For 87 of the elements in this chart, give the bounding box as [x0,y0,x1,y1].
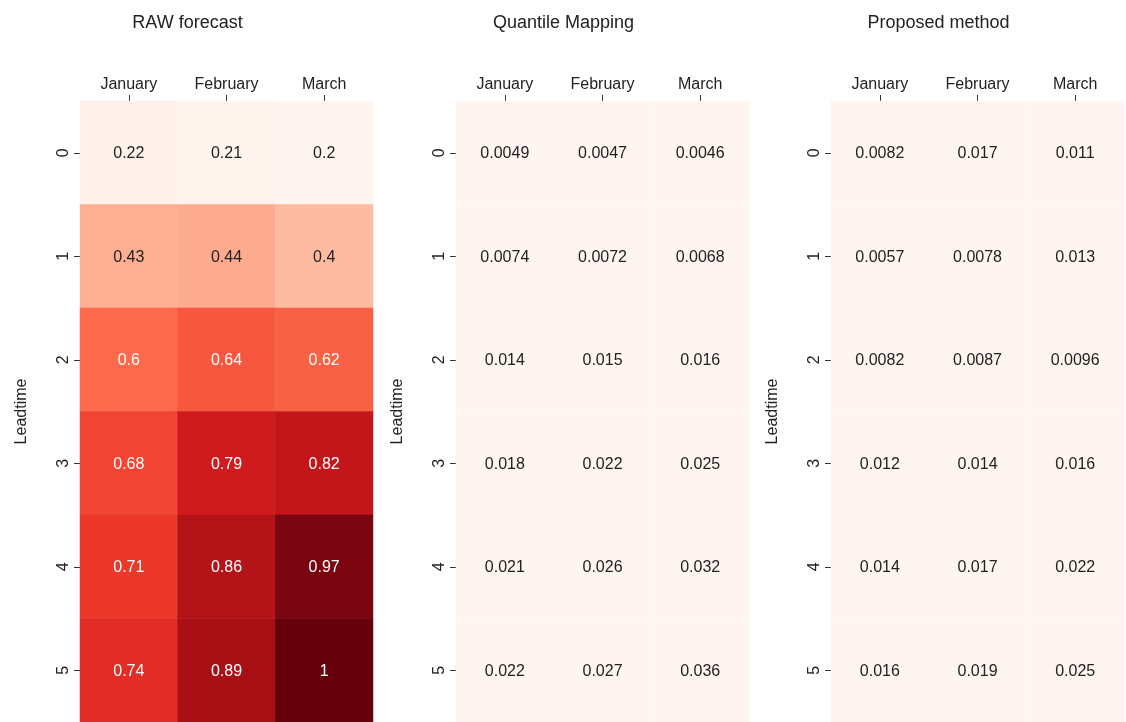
y-tick-label: 5 [429,665,446,675]
y-axis-title: Leadtime [762,378,780,445]
data-label: 0.025 [1055,661,1096,679]
data-label: 0.0082 [855,351,905,369]
data-label: 0.97 [308,558,340,576]
y-axis-title: Leadtime [387,378,404,445]
y-tick-label: 0 [804,148,822,158]
x-tick-label: January [851,74,909,92]
y-tick-label: 3 [429,458,446,468]
y-tick-label: 4 [429,562,446,572]
y-tick-label: 3 [804,458,822,468]
data-label: 0.015 [581,351,623,369]
data-label: 0.014 [957,454,998,472]
data-label: 0.022 [484,661,525,679]
data-label: 0.0087 [953,351,1003,369]
data-label: 0.0078 [953,247,1003,265]
data-label: 0.4 [313,247,336,265]
data-label: 0.017 [957,144,998,162]
y-tick-label: 2 [804,355,822,365]
data-label: 0.012 [859,454,900,472]
data-label: 0.71 [113,558,145,576]
data-label: 0.0047 [577,144,627,162]
chart-title: Proposed method [867,12,1010,32]
y-tick-label: 2 [429,355,446,365]
y-tick-label: 0 [53,148,71,158]
data-label: 0.016 [679,351,720,369]
data-label: 0.036 [679,661,720,679]
data-label: 0.018 [484,454,525,472]
x-tick-label: January [475,74,533,92]
chart-title: Quantile Mapping [492,12,634,32]
data-label: 0.22 [113,144,145,162]
data-label: 0.0082 [855,144,905,162]
y-tick-label: 4 [53,562,71,572]
data-label: 0.022 [1055,558,1096,576]
data-label: 0.0068 [675,247,725,265]
data-label: 0.032 [679,558,720,576]
y-tick-label: 4 [804,562,822,572]
y-axis-title: Leadtime [11,378,29,445]
data-label: 0.2 [313,144,336,162]
data-label: 0.82 [308,454,340,472]
x-tick-label: February [945,74,1010,92]
y-tick-label: 0 [429,148,446,158]
data-label: 0.019 [957,661,998,679]
y-tick-label: 1 [429,251,446,261]
data-label: 0.43 [113,247,145,265]
data-label: 0.026 [581,558,623,576]
data-label: 0.022 [581,454,623,472]
data-label: 0.62 [308,351,340,369]
data-label: 0.014 [484,351,525,369]
data-label: 0.6 [117,351,141,369]
chart-title: RAW forecast [132,12,243,32]
y-tick-label: 1 [53,251,71,261]
data-label: 0.013 [1055,247,1096,265]
x-tick-label: March [677,74,722,92]
data-label: 0.025 [679,454,720,472]
data-label: 0.016 [859,661,900,679]
y-tick-label: 2 [53,355,71,365]
data-label: 0.64 [210,351,243,369]
data-label: 0.016 [1055,454,1096,472]
data-label: 0.0057 [855,247,905,265]
x-tick-label: January [100,74,158,92]
data-label: 0.0096 [1050,351,1100,369]
data-label: 0.014 [859,558,900,576]
data-label: 0.0072 [577,247,627,265]
x-tick-label: March [1052,74,1098,92]
data-label: 0.0074 [479,247,529,265]
y-tick-label: 3 [53,458,71,468]
data-label: 1 [319,661,329,679]
data-label: 0.027 [581,661,623,679]
data-label: 0.89 [210,661,243,679]
y-tick-label: 1 [804,251,822,261]
data-label: 0.017 [957,558,998,576]
x-tick-label: March [301,74,347,92]
data-label: 0.021 [484,558,525,576]
data-label: 0.0049 [479,144,529,162]
y-tick-label: 5 [804,665,822,675]
data-label: 0.44 [210,247,243,265]
data-label: 0.0046 [675,144,725,162]
data-label: 0.68 [113,454,145,472]
data-label: 0.86 [210,558,243,576]
data-label: 0.21 [210,144,243,162]
x-tick-label: February [194,74,259,92]
y-tick-label: 5 [53,665,71,675]
data-label: 0.74 [113,661,145,679]
data-label: 0.79 [210,454,243,472]
x-tick-label: February [569,74,635,92]
data-label: 0.011 [1055,144,1095,162]
